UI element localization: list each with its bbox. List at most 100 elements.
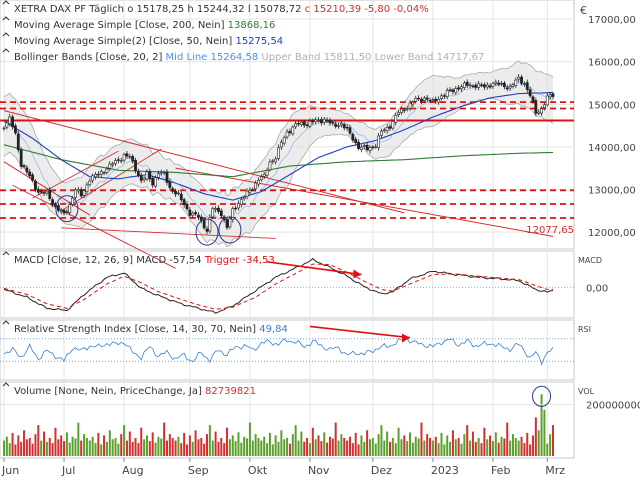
candle-body — [365, 144, 369, 151]
volume-bar — [552, 425, 554, 456]
volume-legend: Volume [None, Nein, PriceChange, Ja] 827… — [14, 386, 256, 397]
volume-bar — [134, 438, 137, 456]
volume-bar — [466, 425, 469, 456]
panel-frame-rsi — [0, 319, 575, 381]
volume-bar — [380, 425, 383, 456]
candle-body — [328, 120, 332, 124]
highlight-circle — [55, 195, 79, 223]
volume-bar — [403, 435, 406, 456]
candle-body — [517, 76, 521, 80]
candle-body — [405, 108, 409, 110]
volume-bar — [45, 441, 48, 456]
candle-body — [248, 189, 252, 193]
volume-bar — [383, 440, 386, 456]
candle-body — [194, 212, 197, 215]
x-tick-label: Okt — [248, 464, 268, 477]
volume-bar — [40, 440, 43, 456]
volume-bar — [297, 440, 300, 456]
legend-line: Bollinger Bands [Close, 20, 2] Mid Line … — [14, 52, 484, 63]
candle-body — [534, 100, 538, 114]
candle-body — [19, 149, 23, 167]
candle-body — [540, 108, 543, 114]
volume-bar — [526, 432, 529, 456]
candle-body — [134, 159, 137, 171]
volume-bar — [151, 432, 154, 456]
volume-bar — [506, 422, 509, 456]
volume-bar — [486, 439, 489, 456]
volume-bar — [291, 434, 294, 456]
candle-body — [434, 98, 438, 102]
volume-bar — [111, 439, 114, 456]
candle-body — [374, 146, 378, 148]
volume-bar — [60, 435, 63, 456]
volume-bar — [94, 443, 97, 456]
rsi-value: 49,84 — [259, 324, 288, 335]
candle-body — [39, 191, 43, 193]
volume-bar — [257, 438, 260, 456]
volume-bar — [500, 436, 503, 456]
volume-bar — [194, 430, 197, 456]
volume-bar — [200, 438, 203, 456]
volume-bar — [34, 434, 37, 456]
candle-body — [245, 190, 249, 197]
candle-body — [85, 184, 89, 193]
macd-arrow-head-icon — [353, 269, 362, 279]
candle-body — [397, 112, 400, 115]
ohlc-high: h 15244,32 — [187, 4, 247, 15]
volume-bar — [48, 438, 51, 456]
candle-body — [228, 218, 232, 228]
candle-body — [31, 174, 34, 181]
highlight-circle — [218, 216, 242, 244]
volume-bar — [120, 434, 123, 456]
rsi-arrow-line — [309, 325, 411, 339]
volume-bar — [260, 440, 263, 456]
x-tick-label: Jun — [1, 464, 19, 477]
volume-bar — [148, 441, 151, 456]
bollinger-mid-line — [3, 82, 554, 222]
volume-bar — [11, 432, 14, 456]
volume-highlight-circle — [532, 385, 552, 407]
volume-bar — [254, 434, 257, 456]
candle-body — [125, 153, 129, 157]
rsi-line — [3, 338, 554, 366]
volume-bar — [214, 431, 217, 456]
candle-body — [377, 135, 380, 149]
volume-bar — [537, 430, 540, 456]
candle-body — [311, 120, 315, 123]
ma50-value: 15275,54 — [235, 36, 283, 47]
candle-body — [474, 84, 478, 88]
candle-body — [348, 127, 352, 134]
candle-body — [88, 180, 92, 186]
candle-body — [345, 126, 349, 129]
x-tick-label: 2023 — [431, 464, 459, 477]
candle-body — [242, 196, 246, 200]
volume-bar — [420, 422, 423, 456]
candle-body — [114, 160, 117, 164]
volume-bar — [220, 438, 223, 456]
volume-bar — [514, 438, 517, 456]
volume-bar — [360, 435, 363, 456]
candle-body — [145, 171, 149, 180]
candle-body — [543, 104, 546, 109]
volume-bar — [131, 441, 134, 456]
candle-body — [76, 189, 80, 192]
candle-body — [317, 119, 320, 122]
candle-body — [94, 174, 97, 178]
candle-body — [108, 163, 112, 169]
macd-line — [3, 257, 554, 314]
volume-bar — [31, 443, 34, 456]
collapse-chevron-icon — [2, 16, 10, 21]
candle-body — [385, 126, 389, 132]
volume-bar — [51, 443, 54, 456]
candle-body — [8, 116, 12, 125]
trend-line — [3, 161, 91, 216]
volume-bar — [429, 438, 432, 456]
y-tick-label: 16000,00 — [588, 58, 636, 69]
candle-body — [111, 163, 115, 166]
candle-body — [51, 199, 55, 205]
candle-body — [337, 125, 340, 127]
candle-body — [91, 175, 95, 181]
volume-bar — [266, 443, 269, 456]
candle-body — [545, 95, 549, 106]
candle-body — [22, 165, 26, 168]
